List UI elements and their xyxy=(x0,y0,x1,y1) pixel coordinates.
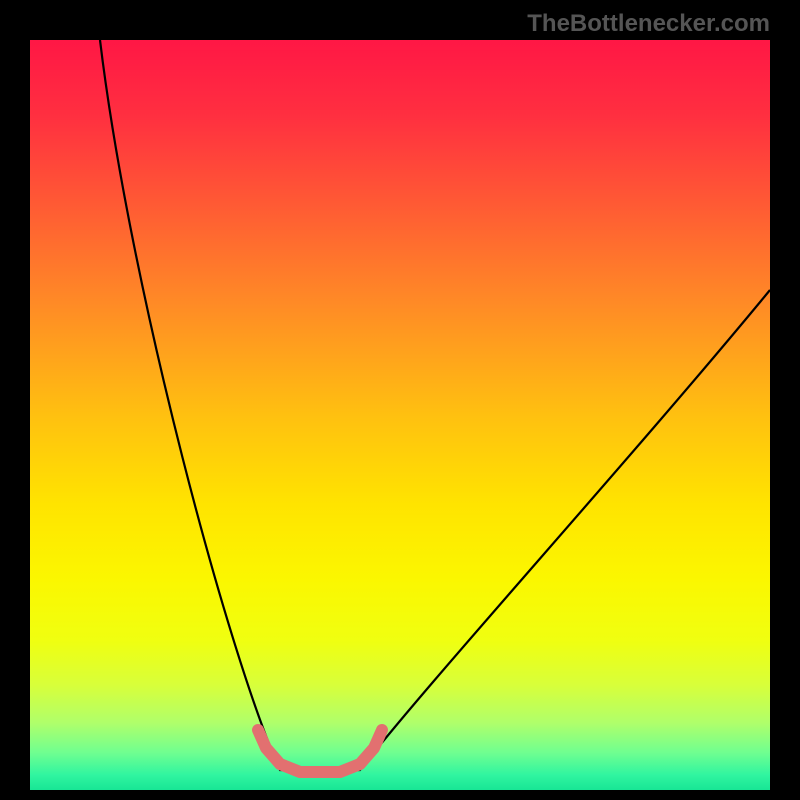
curve-layer xyxy=(30,40,770,790)
outer-frame: TheBottlenecker.com xyxy=(0,0,800,800)
trough-marker xyxy=(258,730,382,772)
watermark-text: TheBottlenecker.com xyxy=(527,10,770,38)
plot-area xyxy=(30,40,770,790)
bottleneck-curve xyxy=(100,40,770,770)
